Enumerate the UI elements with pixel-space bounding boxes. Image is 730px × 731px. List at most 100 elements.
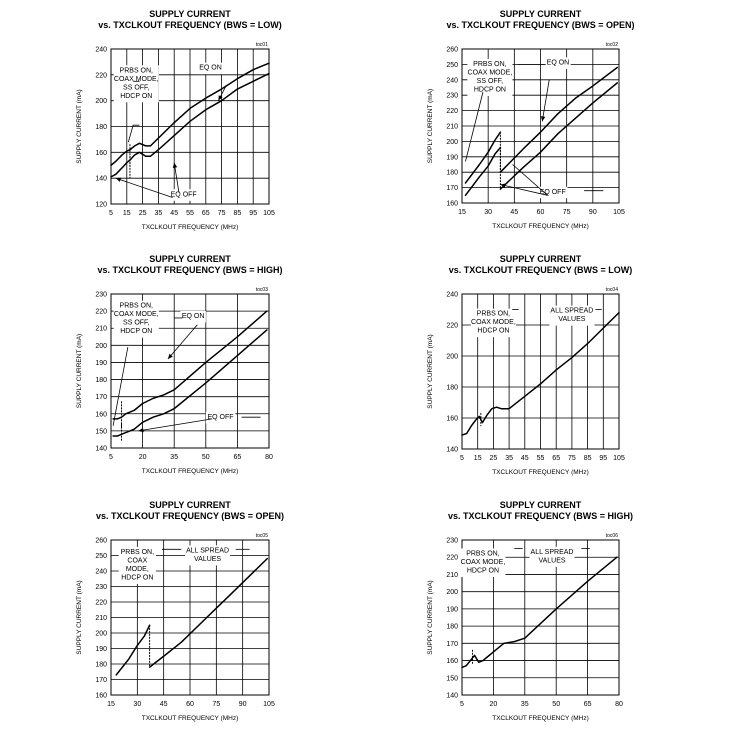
annotation-bg	[197, 62, 224, 75]
arrow-head	[172, 162, 178, 168]
annotation-bg	[538, 186, 568, 199]
x-tick-label: 45	[510, 209, 518, 216]
annotation-text: COAX MODE,	[114, 76, 159, 83]
annotation-bg	[168, 189, 199, 201]
x-tick-label: 15	[474, 455, 482, 462]
y-tick-label: 220	[95, 600, 107, 607]
annotation-text: COAX MODE,	[468, 69, 513, 76]
y-tick-label: 220	[446, 108, 458, 115]
series-line-1	[461, 556, 618, 669]
x-tick-label: 45	[521, 455, 529, 462]
x-tick-label: 90	[589, 209, 597, 216]
x-tick-label: 105	[613, 209, 625, 216]
plot-frame	[110, 293, 270, 449]
x-tick-label: 65	[584, 701, 592, 708]
annotation-text: EQ OFF	[540, 189, 566, 196]
annotation-text: EQ OFF	[171, 191, 197, 198]
x-tick-label: 50	[552, 701, 560, 708]
annotation-bg	[529, 546, 575, 567]
arrow-head	[218, 95, 223, 101]
toc-label: toc01	[256, 42, 268, 48]
annotation-text: HDCP ON	[120, 328, 152, 335]
chart-title: SUPPLY CURRENT	[149, 254, 231, 264]
y-tick-label: 220	[446, 555, 458, 562]
series-line-1	[461, 311, 620, 436]
x-tick-label: 30	[484, 209, 492, 216]
annotation-text: COAX MODE,	[471, 319, 516, 326]
x-tick-label: 85	[234, 210, 242, 217]
x-tick-label: 20	[139, 454, 147, 461]
annotation-arrow	[173, 162, 180, 193]
x-axis-label: TXCLKOUT FREQUENCY (MHz)	[492, 223, 589, 230]
annotation-bg	[467, 58, 513, 96]
series-line-4	[499, 82, 619, 190]
y-tick-label: 180	[95, 662, 107, 669]
y-tick-label: 180	[95, 124, 107, 131]
y-tick-label: 230	[446, 538, 458, 545]
y-axis-label: SUPPLY CURRENT (mA)	[427, 89, 434, 163]
annotation-text: ALL SPREAD	[186, 547, 229, 554]
y-tick-label: 200	[95, 98, 107, 105]
x-tick-label: 45	[170, 210, 178, 217]
x-tick-label: 35	[521, 701, 529, 708]
y-tick-label: 180	[446, 385, 458, 392]
plot-frame	[110, 48, 270, 205]
y-tick-label: 220	[95, 309, 107, 316]
x-tick-label: 5	[109, 210, 113, 217]
y-tick-label: 150	[446, 675, 458, 682]
chart-subtitle: vs. TXCLKOUT FREQUENCY (BWS = OPEN)	[446, 20, 634, 30]
y-tick-label: 200	[95, 343, 107, 350]
plot-frame	[461, 293, 620, 450]
chart-subtitle: vs. TXCLKOUT FREQUENCY (BWS = LOW)	[98, 20, 282, 30]
chart-title: SUPPLY CURRENT	[500, 500, 582, 510]
x-tick-label: 60	[537, 209, 545, 216]
y-axis-label: SUPPLY CURRENT (mA)	[427, 334, 434, 408]
annotation-text: COAX	[127, 557, 147, 564]
toc-label: toc05	[256, 533, 268, 539]
x-tick-label: 15	[123, 210, 131, 217]
annotation-bg	[113, 65, 159, 103]
y-tick-label: 190	[95, 646, 107, 653]
x-tick-label: 35	[155, 210, 163, 217]
toc-label: toc06	[606, 533, 618, 539]
annotation-text: PRBS ON,	[120, 303, 154, 310]
annotation-text: SS OFF,	[477, 78, 504, 85]
x-tick-label: 75	[568, 455, 576, 462]
y-tick-label: 210	[95, 615, 107, 622]
annotation-text: ALL SPREAD	[531, 549, 574, 556]
y-tick-label: 230	[95, 292, 107, 299]
y-axis-label: SUPPLY CURRENT (mA)	[76, 89, 83, 163]
y-tick-label: 140	[95, 176, 107, 183]
chart-subtitle: vs. TXCLKOUT FREQUENCY (BWS = HIGH)	[448, 511, 633, 521]
y-tick-label: 120	[95, 202, 107, 209]
x-tick-label: 5	[460, 455, 464, 462]
y-tick-label: 160	[95, 693, 107, 700]
y-tick-label: 150	[95, 428, 107, 435]
y-tick-label: 170	[95, 677, 107, 684]
annotation-text: HDCP ON	[121, 574, 153, 581]
y-tick-label: 160	[446, 658, 458, 665]
x-tick-label: 60	[186, 701, 194, 708]
annotation-bg	[185, 545, 231, 566]
y-tick-label: 220	[95, 72, 107, 79]
x-tick-label: 80	[265, 454, 273, 461]
arrow-head	[115, 177, 122, 182]
annotation-text: PRBS ON,	[477, 311, 511, 318]
x-tick-label: 20	[490, 701, 498, 708]
x-axis-label: TXCLKOUT FREQUENCY (MHz)	[142, 468, 239, 475]
series-line-1	[464, 131, 502, 184]
annotation-bg	[180, 310, 206, 323]
annotation-text: PRBS ON,	[473, 61, 507, 68]
annotation-leader	[465, 92, 484, 162]
x-tick-label: 65	[552, 455, 560, 462]
plot-frame	[110, 539, 270, 696]
annotation-text: HDCP ON	[467, 568, 499, 575]
x-tick-label: 105	[263, 210, 275, 217]
chart-title: SUPPLY CURRENT	[149, 9, 231, 19]
y-tick-label: 160	[95, 150, 107, 157]
y-axis-label: SUPPLY CURRENT (mA)	[76, 334, 83, 408]
